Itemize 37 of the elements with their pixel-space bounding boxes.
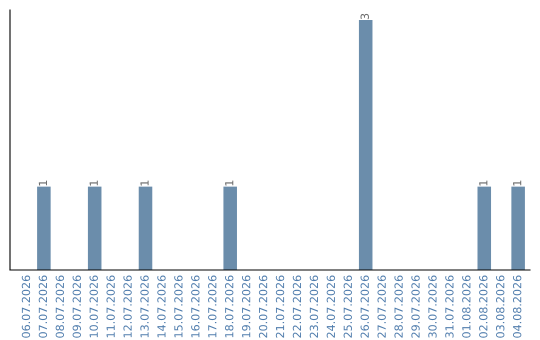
x-tick-label: 24.07.2026 (326, 276, 336, 338)
data-label: 1 (479, 180, 488, 186)
x-tick-label: 08.07.2026 (56, 276, 64, 338)
data-label: 3 (360, 14, 369, 20)
x-tick-label: 28.07.2026 (394, 276, 403, 338)
x-tick-label: 03.08.2026 (496, 276, 504, 338)
data-label: 1 (90, 180, 98, 186)
x-tick-label: 23.07.2026 (310, 276, 318, 338)
data-label: 1 (513, 180, 522, 186)
data-label: 1 (225, 180, 234, 186)
x-tick-label: 15.07.2026 (174, 276, 183, 338)
data-label: 1 (38, 180, 47, 186)
x-tick-label: 19.07.2026 (242, 276, 250, 338)
data-label: 1 (140, 180, 149, 186)
x-tick-label: 17.07.2026 (208, 276, 216, 338)
x-tick-label: 10.07.2026 (90, 276, 98, 338)
x-tick-label: 27.07.2026 (377, 276, 386, 338)
x-tick-label: 29.07.2026 (411, 276, 420, 338)
x-tick-label: 22.07.2026 (292, 276, 302, 338)
x-tick-label: 12.07.2026 (123, 276, 132, 338)
x-tick-label: 13.07.2026 (140, 276, 149, 338)
x-tick-label: 11.07.2026 (106, 276, 115, 338)
x-tick-label: 09.07.2026 (72, 276, 81, 338)
x-tick-label: 18.07.2026 (225, 276, 234, 338)
x-tick-label: 20.07.2026 (258, 276, 268, 338)
x-tick-label: 30.07.2026 (428, 276, 437, 338)
x-tick-label: 26.07.2026 (360, 276, 369, 338)
x-tick-label: 01.08.2026 (462, 276, 471, 338)
x-tick-label: 02.08.2026 (479, 276, 488, 338)
x-tick-label: 07.07.2026 (38, 276, 48, 338)
x-tick-label: 31.07.2026 (445, 276, 454, 338)
x-tick-label: 25.07.2026 (344, 276, 352, 338)
x-tick-label: 04.08.2026 (512, 276, 522, 338)
x-tick-label: 06.07.2026 (22, 276, 30, 338)
x-tick-label: 16.07.2026 (191, 276, 200, 338)
x-tick-label: 14.07.2026 (157, 276, 166, 338)
x-tick-label: 21.07.2026 (276, 276, 284, 338)
